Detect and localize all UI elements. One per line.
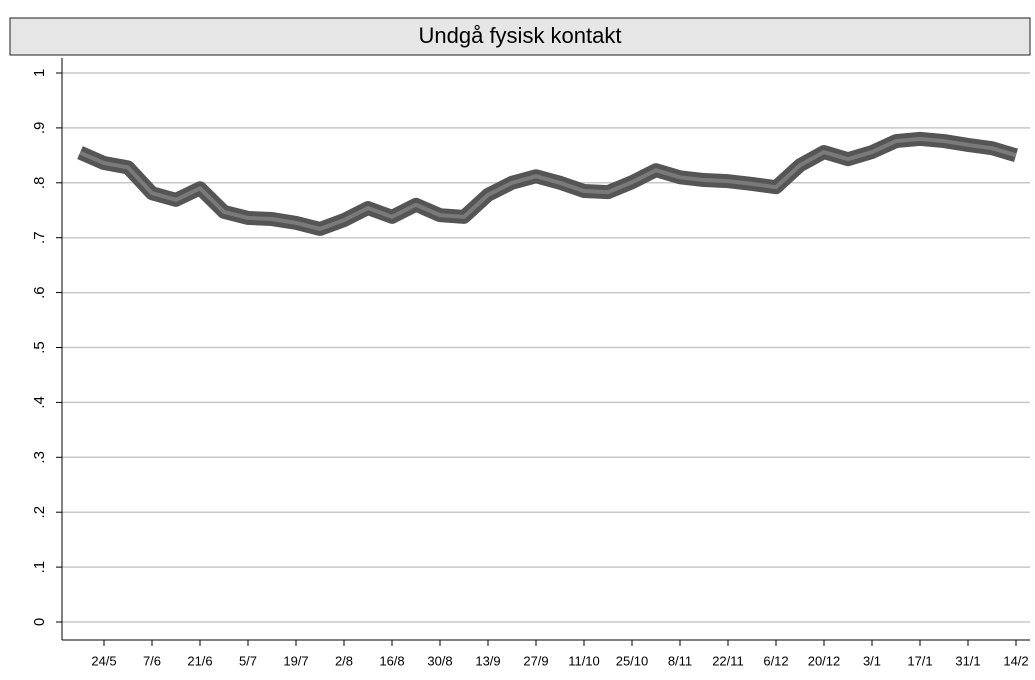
x-tick-label: 5/7 bbox=[239, 653, 257, 668]
x-tick-label: 7/6 bbox=[143, 653, 161, 668]
y-tick-label: .9 bbox=[31, 122, 48, 135]
x-tick-label: 16/8 bbox=[379, 653, 404, 668]
x-tick-label: 11/10 bbox=[568, 653, 600, 668]
x-tick-label: 25/10 bbox=[616, 653, 649, 668]
x-tick-label: 8/11 bbox=[668, 653, 692, 668]
x-tick-label: 31/1 bbox=[955, 653, 980, 668]
x-tick-label: 6/12 bbox=[763, 653, 788, 668]
x-tick-label: 22/11 bbox=[712, 653, 744, 668]
x-tick-label: 21/6 bbox=[187, 653, 212, 668]
y-tick-label: .6 bbox=[31, 286, 48, 299]
chart-title: Undgå fysisk kontakt bbox=[419, 23, 622, 48]
x-tick-label: 24/5 bbox=[91, 653, 116, 668]
x-tick-label: 17/1 bbox=[907, 653, 932, 668]
x-tick-label: 14/2 bbox=[1003, 653, 1028, 668]
y-tick-label: 0 bbox=[31, 618, 48, 626]
y-tick-label: .4 bbox=[31, 396, 48, 409]
series-line bbox=[79, 136, 1017, 231]
y-tick-label: .8 bbox=[31, 177, 48, 190]
x-tick-label: 30/8 bbox=[427, 653, 452, 668]
title-band bbox=[9, 17, 1031, 56]
y-tick-label: .5 bbox=[31, 341, 48, 354]
x-tick-label: 3/1 bbox=[863, 653, 881, 668]
y-tick-label: .3 bbox=[31, 451, 48, 464]
x-tick-label: 19/7 bbox=[283, 653, 308, 668]
y-tick-label: 1 bbox=[31, 69, 48, 77]
x-tick-label: 27/9 bbox=[523, 653, 548, 668]
y-tick-label: .7 bbox=[31, 231, 48, 244]
y-tick-label: .2 bbox=[31, 506, 48, 519]
y-tick-label: .1 bbox=[31, 561, 48, 574]
x-tick-label: 20/12 bbox=[808, 653, 841, 668]
x-tick-label: 13/9 bbox=[475, 653, 500, 668]
x-tick-label: 2/8 bbox=[335, 653, 353, 668]
